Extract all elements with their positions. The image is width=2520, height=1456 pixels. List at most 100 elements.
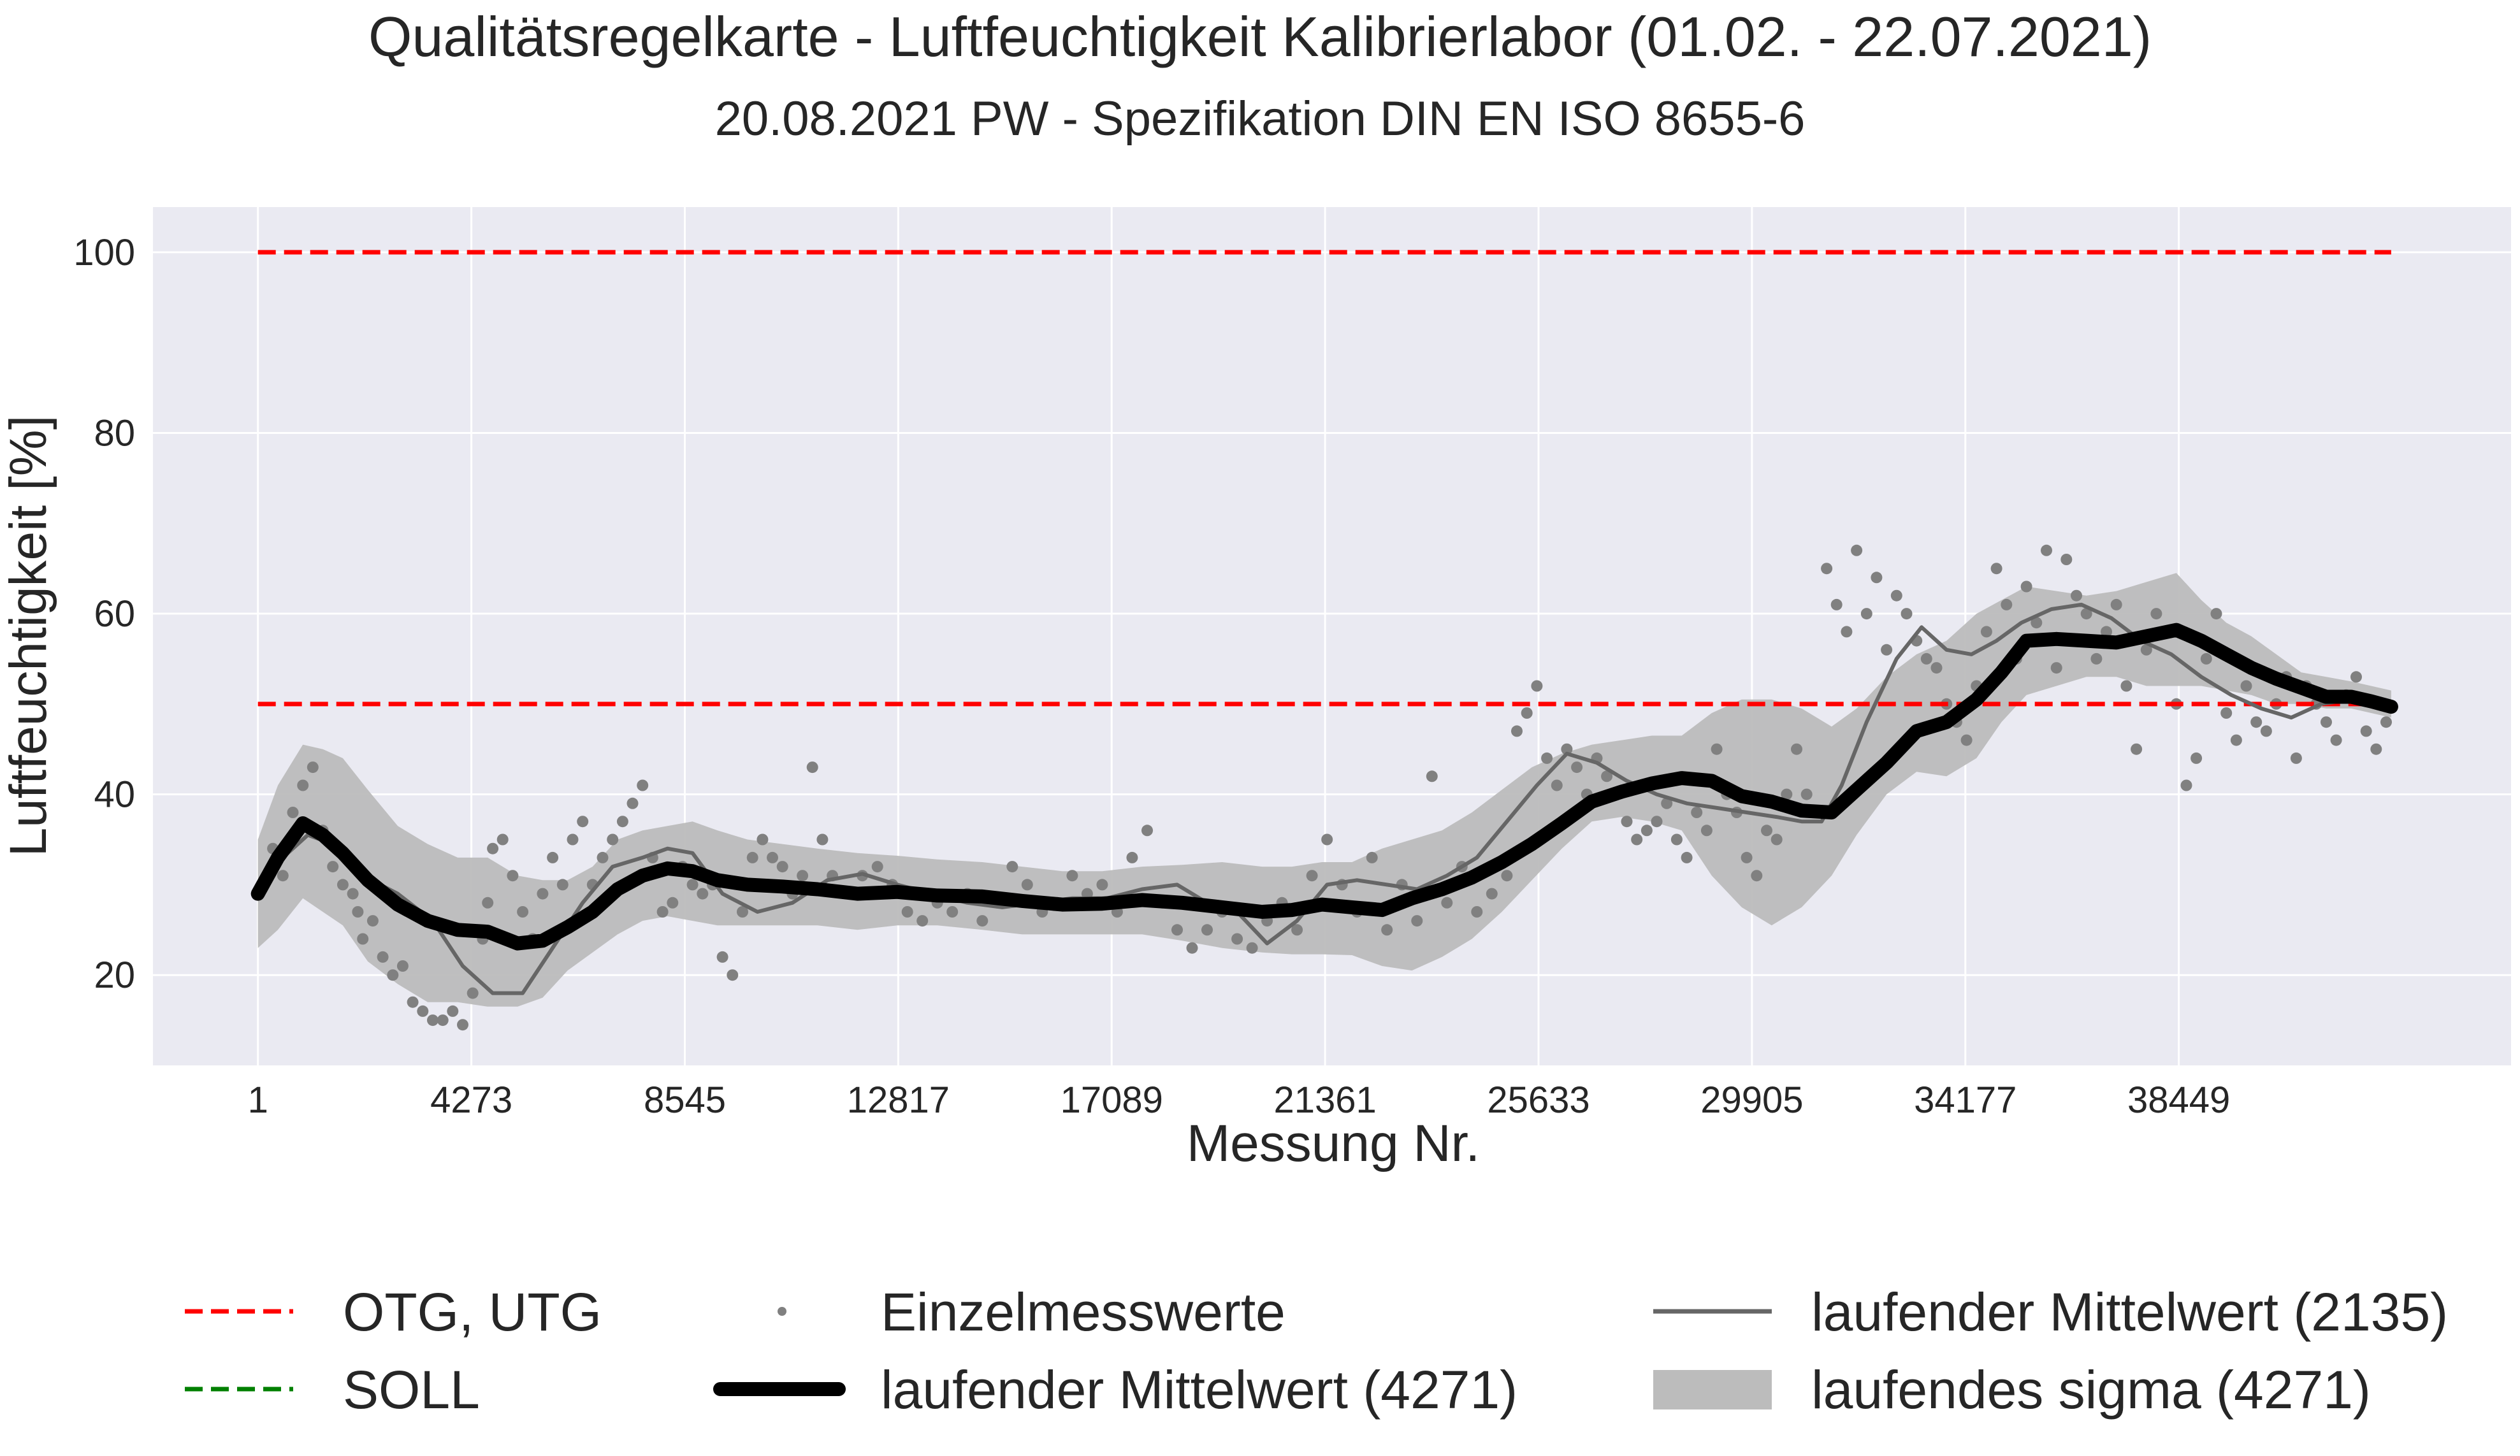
- measurement-point: [626, 797, 639, 809]
- measurement-point: [607, 833, 619, 846]
- measurement-point: [297, 779, 309, 791]
- measurement-point: [1126, 851, 1138, 863]
- measurement-point: [2071, 589, 2082, 602]
- measurement-point: [1426, 770, 1438, 782]
- measurement-point: [697, 888, 709, 900]
- legend-swatch-sigma: [1653, 1370, 1772, 1409]
- measurement-point: [1141, 825, 1153, 837]
- measurement-point: [1751, 870, 1763, 882]
- measurement-point: [547, 851, 559, 863]
- measurement-point: [496, 833, 509, 846]
- measurement-point: [1186, 942, 1198, 954]
- measurement-point: [577, 816, 589, 828]
- measurement-point: [737, 906, 748, 918]
- measurement-point: [1486, 888, 1498, 900]
- measurement-point: [427, 1014, 438, 1027]
- measurement-point: [1291, 924, 1303, 936]
- measurement-point: [2200, 652, 2212, 665]
- measurement-point: [357, 933, 369, 945]
- legend: OTG, UTG SOLL Einzelmesswerte laufender …: [185, 1282, 2448, 1420]
- measurement-point: [437, 1014, 449, 1027]
- measurement-point: [2350, 671, 2362, 683]
- measurement-point: [1321, 833, 1333, 846]
- measurement-point: [1531, 680, 1543, 692]
- measurement-point: [337, 879, 349, 891]
- measurement-point: [1711, 743, 1723, 755]
- measurement-point: [1841, 626, 1853, 638]
- legend-label-otg-utg: OTG, UTG: [343, 1282, 602, 1342]
- measurement-point: [2131, 743, 2143, 755]
- x-tick-label: 4273: [430, 1079, 512, 1121]
- measurement-point: [1621, 816, 1633, 828]
- measurement-point: [327, 861, 339, 873]
- measurement-point: [287, 807, 299, 818]
- y-tick-label: 100: [73, 232, 135, 273]
- measurement-point: [1640, 825, 1653, 837]
- measurement-point: [1521, 707, 1533, 719]
- measurement-point: [1541, 752, 1553, 764]
- measurement-point: [776, 861, 788, 873]
- measurement-point: [1670, 833, 1683, 846]
- measurement-point: [901, 906, 913, 918]
- measurement-point: [307, 761, 319, 774]
- measurement-point: [2230, 734, 2242, 746]
- measurement-point: [597, 851, 609, 863]
- measurement-point: [656, 906, 669, 918]
- measurement-point: [2001, 598, 2013, 610]
- legend-label-sigma: laufendes sigma (4271): [1811, 1360, 2371, 1420]
- measurement-point: [1851, 544, 1863, 556]
- measurement-point: [946, 906, 959, 918]
- measurement-point: [806, 761, 818, 774]
- measurement-point: [1771, 833, 1783, 846]
- chart-title: Qualitätsregelkarte - Luftfeuchtigkeit K…: [368, 5, 2152, 68]
- measurement-point: [1920, 652, 1932, 665]
- series-line-mean-4271: [250, 623, 2398, 951]
- measurement-point: [2380, 716, 2392, 728]
- measurement-point: [1830, 598, 1843, 610]
- x-tick-label: 38449: [2127, 1079, 2230, 1121]
- measurement-point: [277, 870, 289, 882]
- measurement-point: [1561, 743, 1573, 755]
- chart-subtitle: 20.08.2021 PW - Spezifikation DIN EN ISO…: [715, 92, 1806, 146]
- x-tick-label: 34177: [1914, 1079, 2017, 1121]
- measurement-point: [352, 906, 364, 918]
- series-lines-layer: [250, 602, 2398, 995]
- measurement-point: [1096, 879, 1108, 891]
- x-tick-label: 17089: [1061, 1079, 1163, 1121]
- measurement-point: [1501, 870, 1513, 882]
- measurement-point: [1441, 897, 1453, 909]
- measurement-point: [2210, 608, 2222, 620]
- measurement-point: [537, 888, 549, 900]
- measurement-point: [1901, 608, 1913, 620]
- measurement-point: [916, 915, 929, 927]
- measurement-point: [1021, 879, 1033, 891]
- measurement-point: [1066, 870, 1078, 882]
- measurement-point: [387, 969, 399, 981]
- measurement-point: [1930, 662, 1943, 674]
- y-tick-label: 20: [94, 955, 135, 996]
- measurement-point: [377, 951, 389, 963]
- measurement-point: [1571, 761, 1583, 774]
- measurement-point: [1800, 788, 1813, 800]
- measurement-point: [347, 888, 359, 900]
- measurement-point: [816, 833, 829, 846]
- measurement-point: [2110, 598, 2122, 610]
- x-tick-label: 1: [248, 1079, 268, 1121]
- measurement-point: [396, 960, 409, 972]
- measurement-point: [2370, 743, 2382, 755]
- measurement-point: [2101, 626, 2112, 638]
- measurement-point: [1006, 861, 1018, 873]
- measurement-point: [2260, 725, 2272, 737]
- measurement-point: [1821, 563, 1833, 575]
- measurement-point: [716, 951, 728, 963]
- measurement-point: [366, 915, 379, 927]
- measurement-point: [1681, 851, 1693, 863]
- x-tick-label: 25633: [1487, 1079, 1589, 1121]
- x-tick-label: 12817: [847, 1079, 950, 1121]
- measurement-point: [1661, 797, 1673, 809]
- measurement-point: [2050, 662, 2062, 674]
- measurement-point: [1990, 563, 2002, 575]
- measurement-point: [2180, 779, 2192, 791]
- measurement-point: [517, 906, 529, 918]
